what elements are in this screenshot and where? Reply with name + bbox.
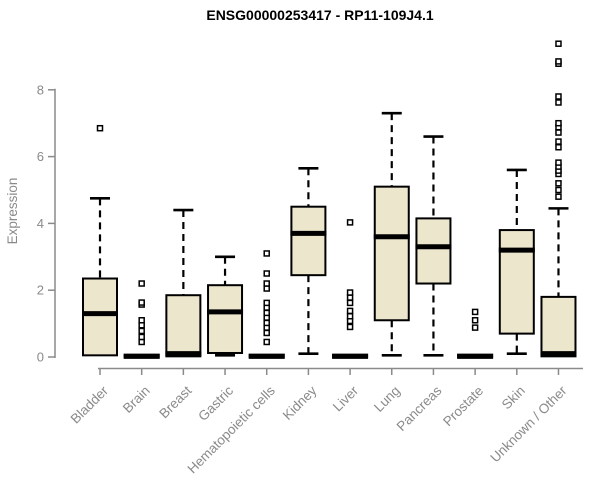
boxplot-skin <box>498 168 535 355</box>
outlier-point <box>555 143 562 151</box>
outlier-point <box>555 58 562 65</box>
outlier-point <box>346 289 354 296</box>
outlier-point <box>346 294 354 301</box>
y-axis-title: Expression <box>5 178 20 245</box>
x-tick-label-brain: Brain <box>120 383 153 416</box>
outlier-point <box>555 40 562 47</box>
x-tick-label-pancreas: Pancreas <box>394 383 445 434</box>
x-tick-label-lung: Lung <box>371 383 403 415</box>
outlier-point <box>263 338 270 346</box>
outlier-point <box>138 338 145 346</box>
boxplot-pancreas <box>415 135 452 357</box>
outlier-point <box>263 250 270 257</box>
box <box>82 277 118 357</box>
boxplot-liver <box>332 219 369 359</box>
y-tick-label: 2 <box>37 283 44 298</box>
y-tick-label: 8 <box>37 82 44 97</box>
outlier-point <box>263 299 270 307</box>
outlier-point <box>138 333 145 341</box>
x-tick-label-skin: Skin <box>499 383 528 412</box>
box <box>540 295 577 358</box>
x-tick-label-breast: Breast <box>156 383 194 421</box>
boxplot-prostate <box>457 308 494 359</box>
box <box>165 294 202 358</box>
x-tick-label-bladder: Bladder <box>68 383 112 427</box>
outlier-point <box>263 285 270 292</box>
outlier-point <box>555 180 562 187</box>
box <box>415 217 452 285</box>
outlier-point <box>555 99 562 106</box>
boxplot-kidney <box>290 166 327 355</box>
box <box>373 185 410 322</box>
outlier-point <box>471 308 479 316</box>
x-tick-label-prostate: Prostate <box>440 383 486 429</box>
outlier-point <box>96 124 104 132</box>
outlier-point <box>555 193 562 200</box>
outlier-point <box>138 327 145 335</box>
box <box>207 284 244 354</box>
outlier-point <box>471 324 479 331</box>
outlier-point <box>346 307 354 315</box>
outlier-point <box>471 317 479 324</box>
boxplot-brain <box>123 280 160 359</box>
outlier-point <box>138 299 145 306</box>
outlier-point <box>346 323 354 331</box>
outlier-point <box>138 322 145 329</box>
outlier-point <box>263 329 270 337</box>
outlier-point <box>263 319 270 327</box>
box <box>498 229 535 335</box>
y-tick-label: 4 <box>37 216 44 231</box>
chart-title: ENSG00000253417 - RP11-109J4.1 <box>206 7 433 23</box>
outlier-point <box>555 129 562 136</box>
boxplot-gastric <box>207 255 244 357</box>
outlier-point <box>555 93 562 100</box>
boxplot-breast <box>165 208 202 358</box>
boxplot-bladder <box>82 124 118 357</box>
outlier-point <box>555 138 562 145</box>
outlier-point <box>555 119 562 127</box>
boxplot-hematopoietic-cells <box>248 250 285 359</box>
outlier-point <box>138 280 145 287</box>
outlier-point <box>138 317 145 324</box>
outlier-point <box>346 313 354 320</box>
boxplot-unknown-other <box>540 40 577 358</box>
outlier-point <box>346 299 354 307</box>
outlier-point <box>263 270 270 277</box>
y-tick-label: 0 <box>37 350 44 365</box>
x-tick-label-gastric: Gastric <box>195 383 236 424</box>
boxplot-lung <box>373 111 410 357</box>
y-tick-label: 6 <box>37 149 44 164</box>
x-tick-label-unknown-other: Unknown / Other <box>487 383 570 466</box>
box <box>290 205 327 277</box>
outlier-point <box>263 280 270 287</box>
outlier-point <box>263 309 270 317</box>
x-tick-label-liver: Liver <box>330 383 362 415</box>
outlier-point <box>555 186 562 194</box>
outlier-point <box>555 159 562 166</box>
x-tick-label-kidney: Kidney <box>280 383 320 423</box>
outlier-point <box>346 219 354 226</box>
